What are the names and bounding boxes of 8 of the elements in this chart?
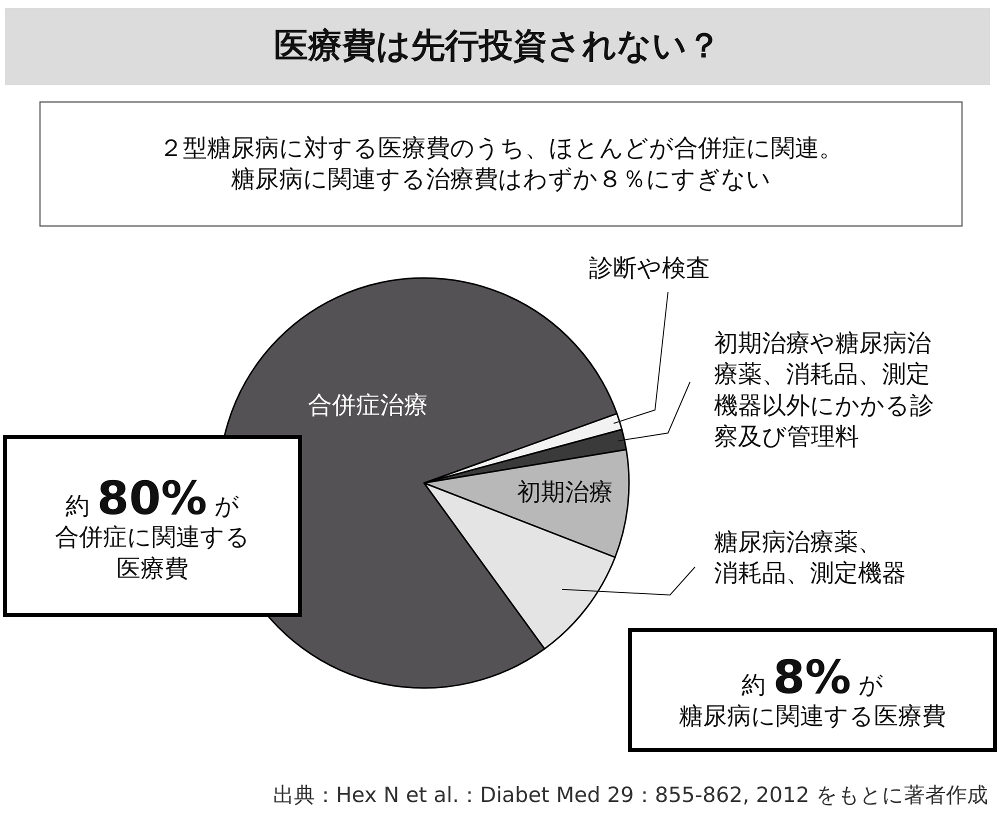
slice-label: 初期治療 bbox=[517, 478, 613, 506]
chart-subtitle: ２型糖尿病に対する医療費のうち、ほとんどが合併症に関連。糖尿病に関連する治療費はわずか８％にすぎない bbox=[159, 134, 843, 194]
slice-label: 糖尿病治療薬、消耗品、測定機器 bbox=[714, 528, 906, 588]
chart-title: 医療費は先行投資されない？ bbox=[274, 26, 721, 66]
slice-label: 合併症治療 bbox=[308, 391, 428, 419]
source-note: 出典：Hex N et al.：Diabet Med 29：855-862, 2012 をもとに著者作成 bbox=[273, 783, 988, 807]
slice-label: 診断や検査 bbox=[589, 254, 710, 282]
slice-label: 初期治療や糖尿病治療薬、消耗品、測定機器以外にかかる診察及び管理料 bbox=[714, 329, 934, 451]
